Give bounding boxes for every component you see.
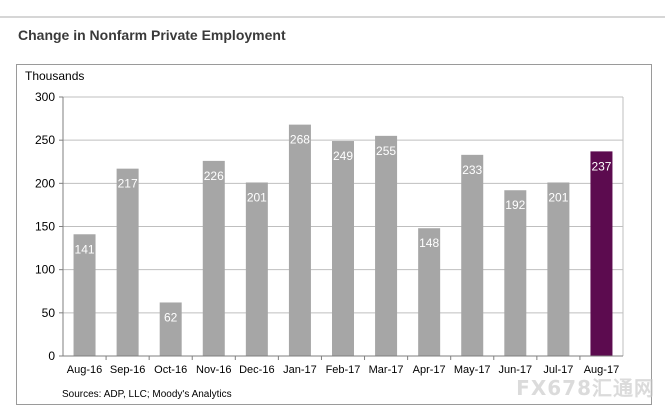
bar-value-label: 141	[75, 242, 95, 256]
x-tick-label: Feb-17	[326, 364, 361, 376]
x-tick-label: Mar-17	[369, 364, 404, 376]
bar	[418, 228, 441, 356]
y-axis-ticks: 0 50 100 150 200 250 300	[35, 90, 55, 363]
x-axis-ticks: Aug-16 Sep-16 Oct-16 Nov-16 Dec-16 Jan-17 Feb-…	[67, 356, 619, 376]
bars	[73, 124, 613, 356]
y-tick-label: 300	[35, 90, 55, 104]
x-tick-label: Jul-17	[543, 364, 573, 376]
top-divider	[0, 16, 665, 18]
bar-value-label: 62	[164, 310, 178, 324]
bar	[159, 302, 182, 356]
bar-value-label: 201	[548, 190, 568, 204]
bar-value-label: 268	[290, 133, 310, 147]
x-tick-label: Dec-16	[239, 364, 274, 376]
x-tick-label: May-17	[454, 364, 491, 376]
bar	[461, 154, 484, 356]
bar-value-label: 201	[247, 190, 267, 204]
bar	[116, 168, 139, 356]
bar	[245, 182, 268, 356]
x-tick-label: Jun-17	[498, 364, 532, 376]
bar	[504, 190, 527, 356]
bar	[332, 141, 354, 356]
y-tick-label: 50	[42, 306, 56, 320]
y-tick-label: 0	[48, 349, 55, 363]
chart-title: Change in Nonfarm Private Employment	[18, 27, 286, 43]
y-tick-label: 200	[35, 176, 55, 190]
y-axis-label: Thousands	[25, 69, 84, 83]
y-tick-label: 250	[35, 133, 55, 147]
x-tick-label: Nov-16	[196, 364, 231, 376]
x-tick-label: Apr-17	[413, 364, 446, 376]
bar-labels: 141 217 62 226 201 268 249 255 148 233 192 201 237	[75, 133, 612, 325]
watermark-logo: FX678汇通网	[516, 376, 655, 400]
bar	[288, 124, 311, 356]
bar	[375, 135, 398, 356]
y-tick-label: 100	[35, 263, 55, 277]
bar-value-label: 226	[204, 169, 224, 183]
source-note: Sources: ADP, LLC; Moody's Analytics	[62, 389, 232, 400]
x-tick-label: Aug-16	[67, 364, 102, 376]
bar-value-label: 148	[419, 236, 439, 250]
x-tick-label: Jan-17	[283, 364, 317, 376]
bar-value-label: 217	[118, 177, 138, 191]
x-tick-label: Oct-16	[154, 364, 187, 376]
bar	[547, 182, 570, 356]
bar-value-label: 237	[591, 159, 611, 173]
x-tick-label: Sep-16	[110, 364, 145, 376]
x-tick-label: Aug-17	[584, 364, 619, 376]
bar	[202, 160, 225, 356]
bar-value-label: 233	[462, 163, 482, 177]
bar	[73, 234, 96, 356]
bar	[590, 151, 613, 356]
bar-value-label: 255	[376, 144, 396, 158]
bar-value-label: 192	[505, 198, 525, 212]
bar-value-label: 249	[333, 149, 353, 163]
y-tick-label: 150	[35, 220, 55, 234]
